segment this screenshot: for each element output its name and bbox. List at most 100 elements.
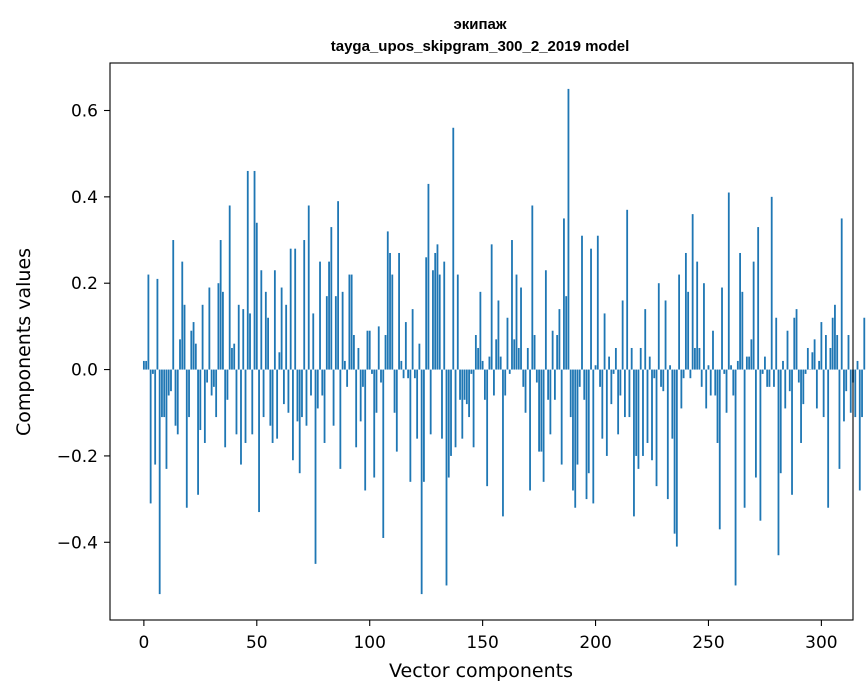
bar [380,370,382,383]
bar [845,370,847,392]
bar [504,370,506,396]
bar [717,370,719,443]
bar [425,257,427,369]
bar [466,370,468,405]
y-axis-label: Components values [13,248,35,436]
y-tick-label: −0.2 [57,447,98,467]
bar [389,253,391,370]
bar [265,292,267,370]
bar [159,370,161,595]
bar [195,344,197,370]
bar [353,335,355,370]
bar [784,370,786,409]
bar [760,370,762,521]
bar [281,288,283,370]
bar [739,253,741,370]
y-tick-label: 0.0 [71,361,98,381]
bar [324,370,326,443]
bar [710,370,712,396]
bar [787,331,789,370]
bar [441,370,443,439]
bar [150,370,152,504]
bar [705,370,707,409]
bar [502,370,504,517]
bar [306,370,308,426]
bar [484,370,486,400]
bar [247,171,249,370]
bar [579,370,581,387]
y-tick-label: 0.6 [71,101,98,121]
bar [186,370,188,508]
bar [448,370,450,478]
bar [617,370,619,435]
bar [511,240,513,370]
bar [297,370,299,422]
bar [570,370,572,418]
bar [500,357,502,370]
bar [708,365,710,369]
bar [147,275,149,370]
bar [581,236,583,370]
bar [267,318,269,370]
bar [559,309,561,369]
bar [750,339,752,369]
bar [791,370,793,495]
bar [321,370,323,396]
bar [556,335,558,370]
bar [638,370,640,469]
bar [773,370,775,387]
bar [430,370,432,435]
bar [757,227,759,369]
bar [568,89,570,370]
bar [802,370,804,405]
bar [254,171,256,370]
bar [540,370,542,452]
bar [455,370,457,448]
bar [721,288,723,370]
bar [800,370,802,443]
bar [387,231,389,369]
bar [513,339,515,369]
x-tick-label: 250 [692,633,724,653]
bar [294,249,296,370]
bar [188,370,190,418]
bar [527,348,529,370]
bar [459,370,461,400]
bar [667,370,669,500]
bar [317,370,319,409]
bar [482,361,484,370]
bar [218,283,220,369]
bar [258,370,260,512]
bar [848,335,850,370]
bar [211,370,213,396]
bar [245,370,247,443]
bar [184,305,186,370]
bar [437,244,439,369]
bar [669,365,671,369]
bar [793,318,795,370]
bar [288,370,290,413]
bar [215,370,217,418]
bar [629,370,631,418]
bar [597,236,599,370]
bar [624,370,626,418]
bar [507,318,509,370]
bar [814,339,816,369]
bar [491,244,493,369]
bar [168,370,170,396]
bar [172,240,174,370]
x-tick-label: 150 [466,633,498,653]
bar [161,370,163,418]
bar [364,370,366,491]
bar [746,357,748,370]
bars-group [143,89,865,594]
bar [378,326,380,369]
bar [231,348,233,370]
bar [157,279,159,370]
bar [204,370,206,443]
bar [290,249,292,370]
bar [843,370,845,422]
bar [362,370,364,387]
bar [326,296,328,369]
